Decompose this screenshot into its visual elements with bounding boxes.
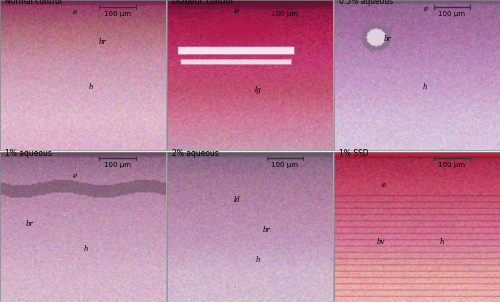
- Text: 0.5% aqueous: 0.5% aqueous: [339, 0, 394, 6]
- Text: ld: ld: [234, 196, 240, 204]
- Text: br: br: [26, 220, 34, 228]
- Text: 100 μm: 100 μm: [438, 162, 466, 168]
- Text: h: h: [84, 245, 88, 253]
- Text: h: h: [423, 83, 428, 91]
- Text: e: e: [72, 172, 76, 180]
- Text: ie: ie: [234, 7, 240, 14]
- Text: 100 μm: 100 μm: [104, 11, 131, 17]
- Text: 1% aqueous: 1% aqueous: [5, 149, 52, 158]
- Text: br: br: [262, 226, 270, 234]
- Text: h: h: [440, 238, 444, 246]
- Text: bv: bv: [376, 238, 385, 246]
- Text: 100 μm: 100 μm: [104, 162, 131, 168]
- Text: e: e: [72, 8, 76, 16]
- Text: 100 μm: 100 μm: [272, 11, 298, 17]
- Text: e: e: [382, 181, 386, 189]
- Text: Diabetic control: Diabetic control: [172, 0, 233, 6]
- Text: 1% SSD: 1% SSD: [339, 149, 369, 158]
- Text: Normal control: Normal control: [5, 0, 62, 6]
- Text: h: h: [89, 83, 94, 91]
- Text: 2% aqueous: 2% aqueous: [172, 149, 219, 158]
- Text: e: e: [424, 5, 428, 13]
- Text: h: h: [256, 256, 260, 264]
- Text: br: br: [384, 35, 391, 43]
- Text: br: br: [99, 38, 106, 46]
- Text: 100 μm: 100 μm: [438, 11, 466, 17]
- Text: 100 μm: 100 μm: [272, 162, 298, 168]
- Text: lg: lg: [255, 86, 262, 94]
